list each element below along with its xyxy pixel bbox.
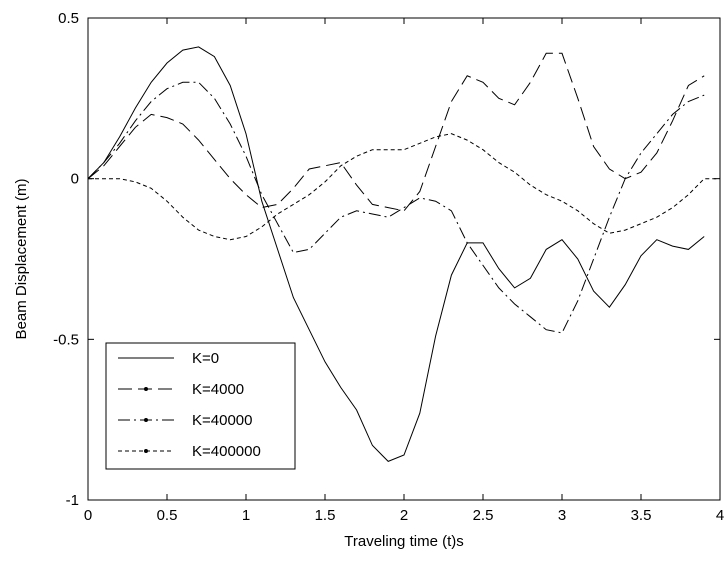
legend-label: K=40000 [192,412,252,429]
series-line-1 [87,46,705,462]
x-tick-label: 1 [242,507,250,524]
legend-label: K=400000 [192,443,261,460]
series-line-2 [87,52,705,212]
y-tick-label: -0.5 [53,331,79,348]
legend-box [105,342,296,470]
legend-marker [144,387,148,391]
legend: K=0 K=4000 K=40000 K=400000 [105,342,296,470]
series-line-3 [87,81,705,334]
legend-label: K=4000 [192,381,244,398]
x-tick-label: 1.5 [315,507,336,524]
series-line-4 [88,133,720,241]
y-tick-label: 0.5 [58,10,79,27]
legend-marker [144,449,148,453]
x-tick-label: 3 [558,507,566,524]
x-tick-label: 4 [716,507,724,524]
y-tick-label: 0 [71,171,79,188]
x-tick-label: 3.5 [631,507,652,524]
x-tick-label: 2 [400,507,408,524]
legend-marker [144,418,148,422]
x-tick-label: 2.5 [473,507,494,524]
y-tick-label: -1 [66,492,79,509]
y-axis-label: Beam Displacement (m) [13,179,30,340]
legend-label: K=0 [192,350,219,367]
axis-ticks: 0 0.5 1 1.5 2 2.5 3 3.5 4 0.5 0 -0.5 -1 [53,10,724,524]
x-axis-label: Traveling time (t)s [344,533,463,550]
series-layer [87,46,720,462]
x-tick-label: 0.5 [157,507,178,524]
x-tick-label: 0 [84,507,92,524]
